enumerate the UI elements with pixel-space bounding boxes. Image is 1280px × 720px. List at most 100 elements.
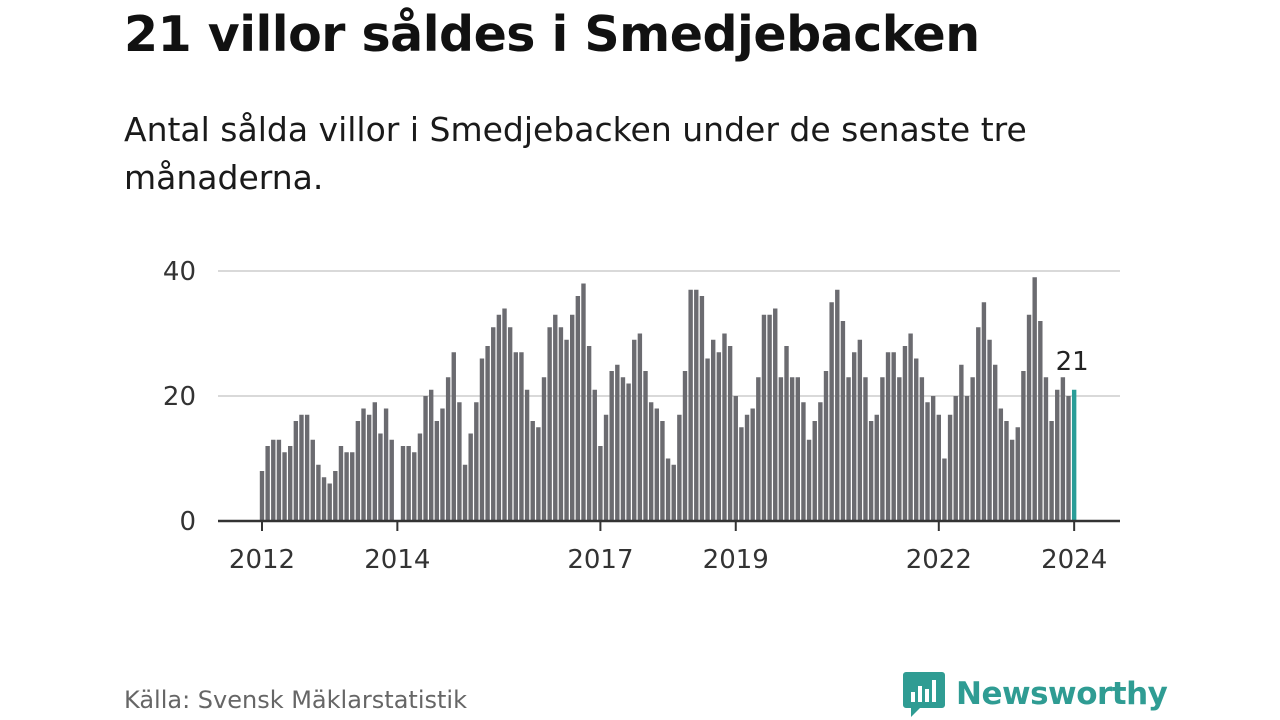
bar [846,377,851,521]
bar [806,439,812,521]
bar [496,314,502,521]
bar [993,364,998,521]
bar [789,377,795,521]
bar [400,446,406,521]
bar [586,346,592,521]
bar [259,471,265,521]
bar [536,427,541,521]
bar [445,377,451,521]
bar [615,364,620,521]
bar [699,296,705,521]
bar [282,452,287,521]
bar [671,464,676,521]
bar [338,446,344,521]
bar [355,421,361,521]
bar [784,346,789,521]
x-tick-label: 2017 [567,545,633,575]
bar [643,371,648,521]
bar [885,352,891,521]
bar [383,408,389,521]
bar [406,446,411,521]
bar [750,408,755,521]
brand-name: Newsworthy [956,676,1168,712]
bar [530,421,535,521]
bar [558,327,564,521]
bar [677,414,682,521]
bar [919,377,925,521]
bar [1055,389,1060,521]
bar [682,371,688,521]
bar [451,352,456,521]
data-label-last: 21 [1056,347,1089,377]
bar [1021,371,1026,521]
y-tick-label: 40 [163,257,196,287]
bar [778,377,784,521]
bar [1066,396,1071,521]
bar [541,377,547,521]
bar [722,333,727,521]
x-tick-label: 2019 [703,545,769,575]
bar [914,358,919,521]
y-tick-label: 20 [163,382,196,412]
newsworthy-logo[interactable]: Newsworthy [902,670,1168,718]
bar [868,421,874,521]
bar [930,396,936,521]
bar [874,414,879,521]
x-tick-label: 2024 [1041,545,1107,575]
bar [547,327,552,521]
bar [637,333,643,521]
bar [276,439,282,521]
bar [711,339,716,521]
bar [553,314,558,521]
bar [964,396,970,521]
bar [942,458,947,521]
chart-subtitle: Antal sålda villor i Smedjebacken under … [124,110,1027,197]
bar [524,389,530,521]
bar [462,464,468,521]
bar [361,408,366,521]
bar [310,439,315,521]
bar [321,477,327,521]
bar [852,352,857,521]
bar [502,308,507,521]
bar [835,289,840,521]
bar [620,377,626,521]
bar [665,458,671,521]
bar [378,433,383,521]
bar [1009,439,1015,521]
bar [344,452,349,521]
bar [1026,314,1032,521]
bar [1060,377,1066,521]
bar [293,421,299,521]
bar [818,402,823,521]
bar [468,433,473,521]
bar [795,377,800,521]
bar [592,389,597,521]
bar [947,414,953,521]
bar-highlight [1071,389,1077,521]
bar [891,352,896,521]
bar [423,396,428,521]
bar [265,446,270,521]
bar [654,408,659,521]
bar [603,414,609,521]
bar [902,346,908,521]
bar [304,414,310,521]
bar [998,408,1004,521]
bar [479,358,485,521]
bar [705,358,710,521]
bar [412,452,417,521]
bar [727,346,733,521]
bar [491,327,496,521]
chart-title: 21 villor såldes i Smedjebacken [124,6,980,63]
bar [564,339,569,521]
bar [801,402,806,521]
bar [327,483,332,521]
bar [761,314,767,521]
bar [299,414,304,521]
bar [474,402,479,521]
bar [440,408,445,521]
bar [716,352,722,521]
bar [756,377,761,521]
